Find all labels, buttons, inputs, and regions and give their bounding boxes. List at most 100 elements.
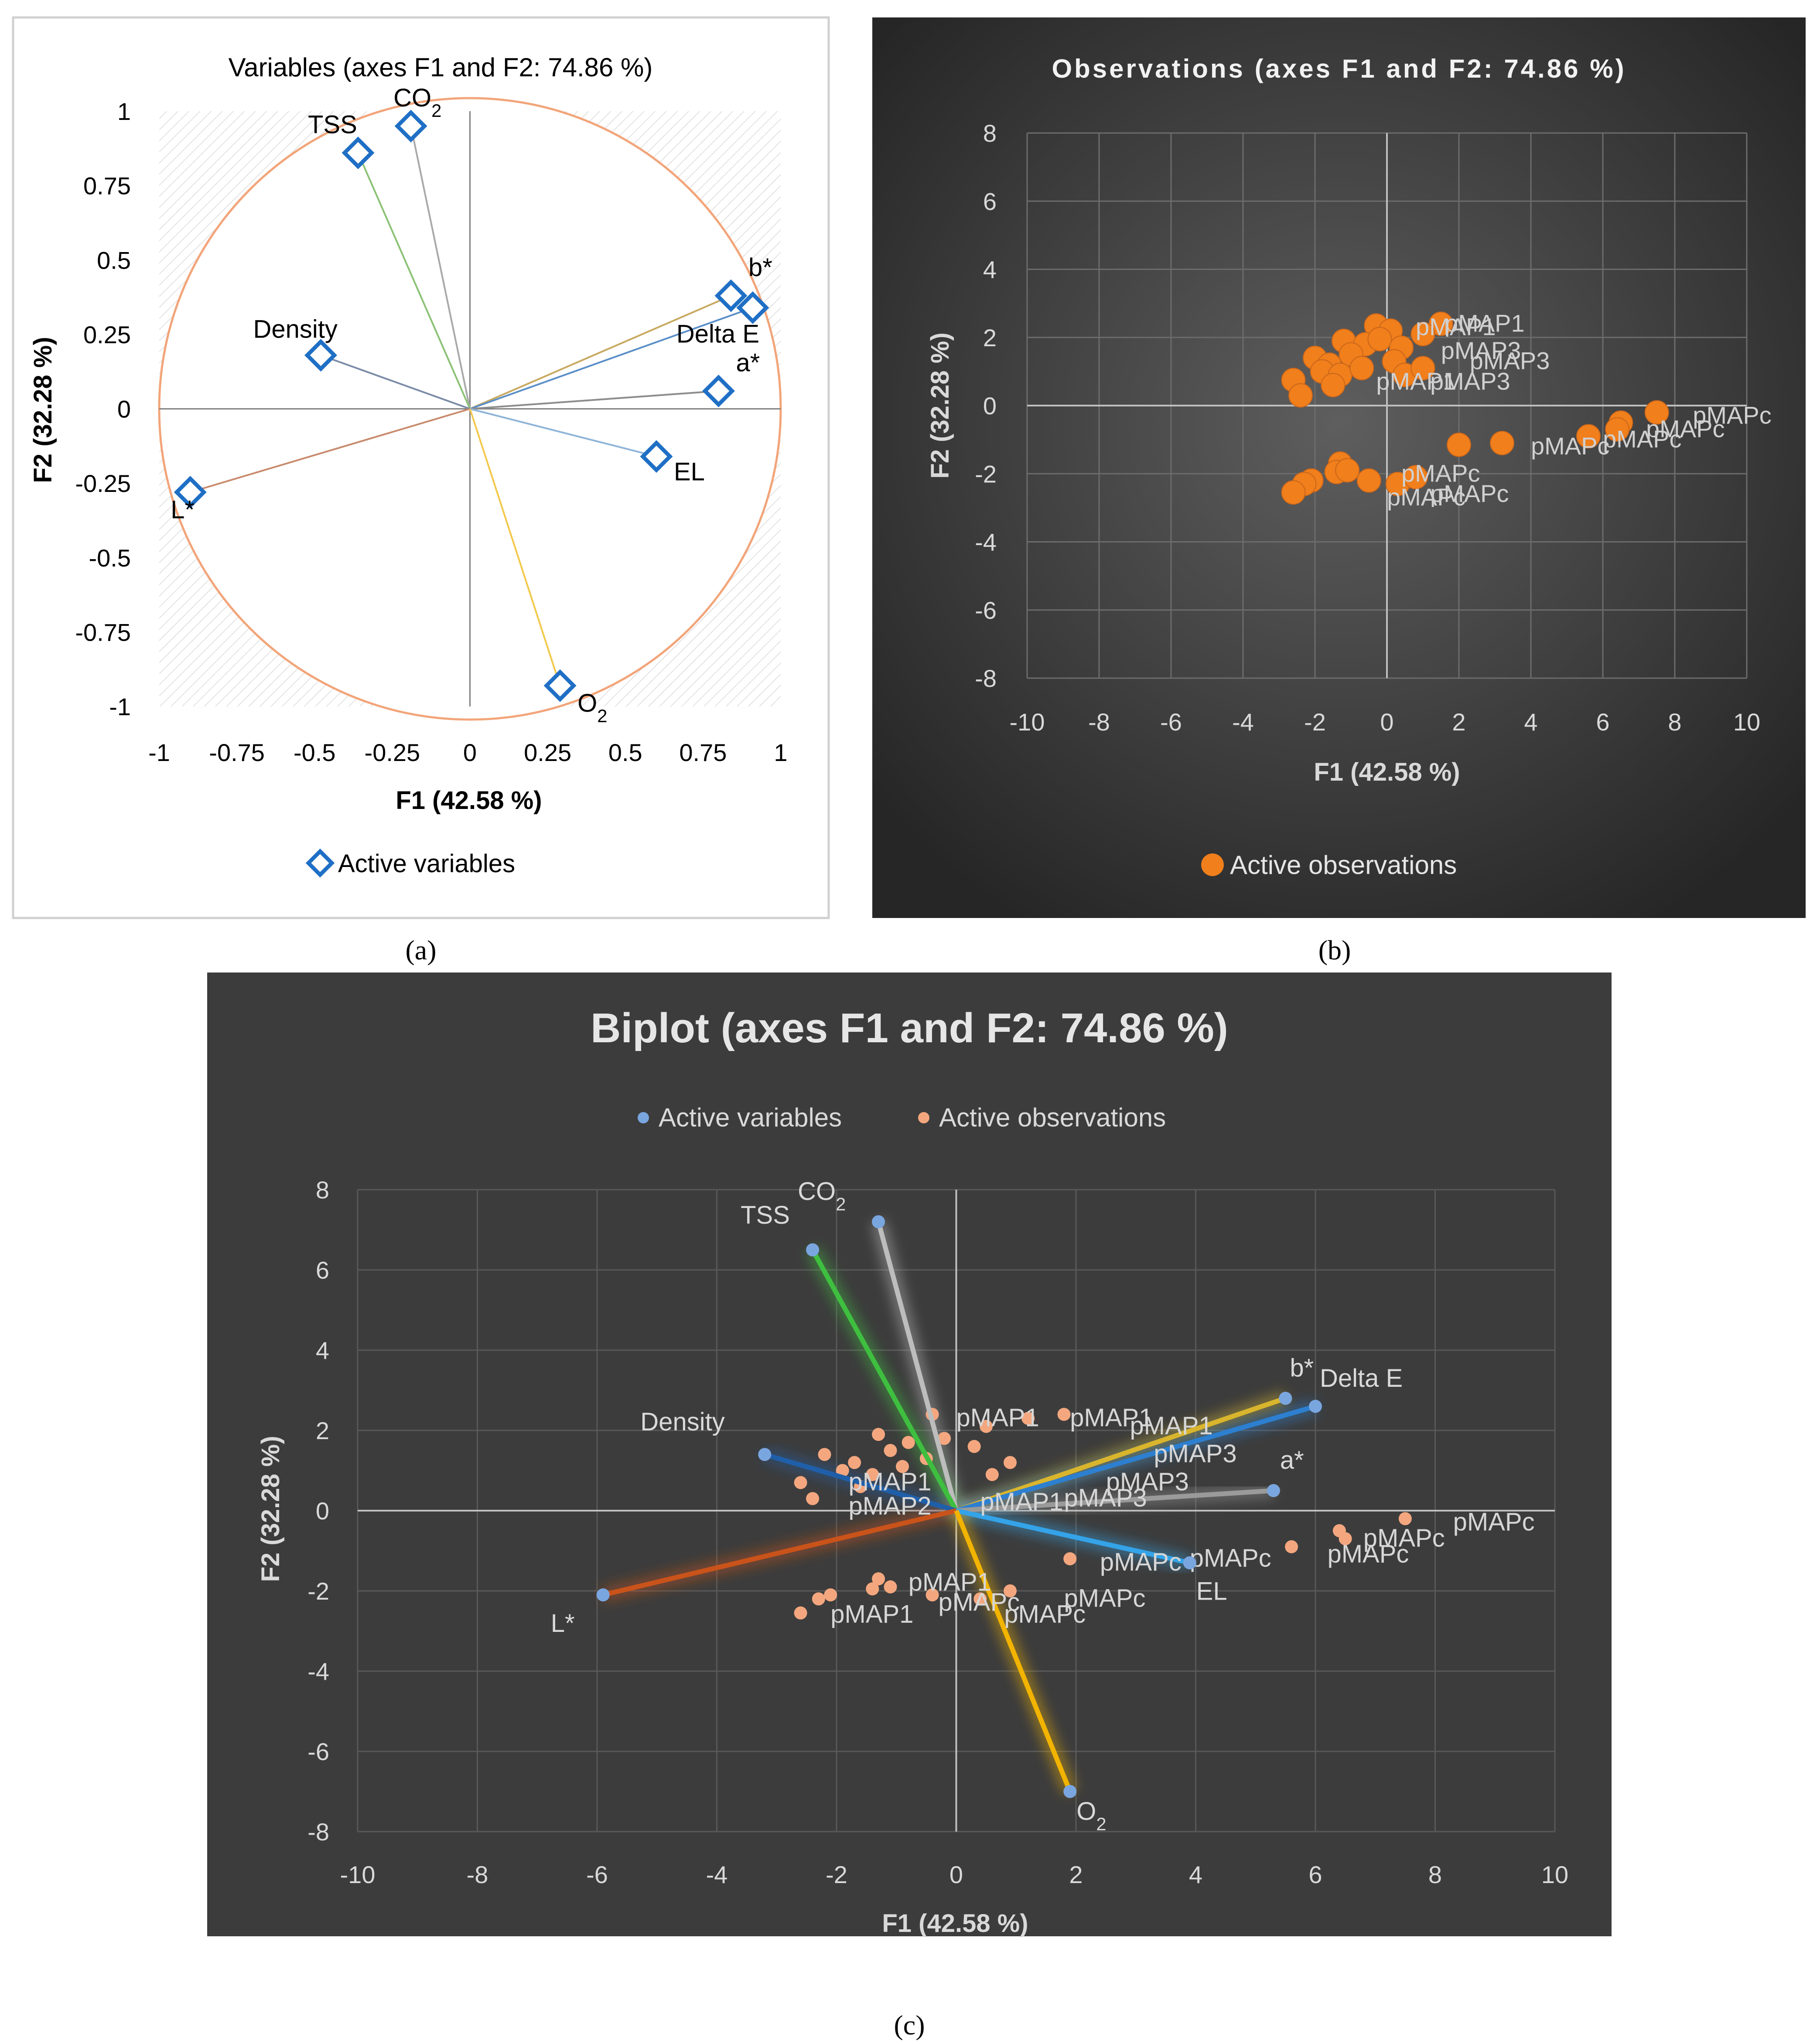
x-tick-label: -6 <box>586 1861 608 1888</box>
x-tick-label: 0.75 <box>679 739 727 766</box>
x-tick-label: 10 <box>1733 708 1760 736</box>
y-tick-label: -6 <box>975 597 997 624</box>
x-tick-label: -1 <box>148 739 170 766</box>
observation-point <box>1349 356 1374 381</box>
observation-point <box>895 1460 909 1473</box>
y-axis-title: F2 (32.28 %) <box>256 1436 285 1582</box>
observation-label: pMAPc <box>1531 432 1610 460</box>
variable-label: Density <box>253 315 338 344</box>
observation-label: pMAPc <box>1401 459 1480 487</box>
variable-vector <box>956 1508 1190 1565</box>
y-tick-label: 2 <box>983 324 997 351</box>
observation-point <box>1644 400 1669 425</box>
observation-point <box>1063 1552 1077 1566</box>
observation-label: pMAP1 <box>908 1568 991 1597</box>
observation-point <box>985 1468 999 1481</box>
variable-label: TSS <box>308 111 357 139</box>
x-tick-label: -0.75 <box>209 739 265 766</box>
observation-point <box>980 1420 993 1433</box>
y-tick-label: 0 <box>983 392 997 420</box>
y-axis-title: F2 (32.28 %) <box>29 337 57 483</box>
x-tick-label: 2 <box>1452 708 1465 736</box>
x-tick-label: 2 <box>1069 1861 1083 1888</box>
observation-point <box>872 1428 885 1441</box>
observation-point <box>848 1456 861 1469</box>
observation-label: pMAP3 <box>1064 1484 1147 1512</box>
loading-vector <box>470 408 657 457</box>
variable-marker <box>394 109 427 143</box>
panel-label-b: (b) <box>1318 935 1351 966</box>
observation-point <box>1605 417 1629 442</box>
legend-marker <box>1201 853 1224 876</box>
variable-label: b* <box>1290 1354 1314 1382</box>
observation-label: pMAPc <box>1064 1584 1146 1612</box>
variable-marker <box>714 279 748 312</box>
y-tick-label: -4 <box>975 529 997 556</box>
y-tick-label: -4 <box>307 1658 329 1685</box>
observation-point <box>884 1444 897 1457</box>
variable-vector <box>956 1488 1274 1513</box>
observation-point <box>1288 383 1313 408</box>
x-tick-label: -4 <box>1232 708 1254 736</box>
x-tick-label: 0.5 <box>608 739 642 766</box>
observation-point <box>812 1592 825 1606</box>
y-tick-label: -0.75 <box>75 618 131 646</box>
observation-label: pMAP1 <box>830 1600 913 1628</box>
variable-label: a* <box>736 349 760 377</box>
variable-label: Delta E <box>676 320 759 348</box>
observation-label: pMAPc <box>938 1588 1020 1617</box>
observation-point <box>794 1606 807 1620</box>
observation-label: pMAPc <box>1387 483 1466 511</box>
x-tick-label: 6 <box>1308 1861 1322 1888</box>
loading-vector <box>469 408 561 686</box>
variable-vector <box>876 1221 959 1512</box>
observation-label: pMAPc <box>1603 425 1682 453</box>
y-tick-label: 0 <box>316 1497 329 1525</box>
x-tick-label: 1 <box>774 739 787 766</box>
x-tick-label: -8 <box>1088 708 1110 736</box>
variable-endpoint <box>872 1215 885 1228</box>
observation-point <box>1339 1532 1352 1546</box>
x-tick-label: 6 <box>1596 708 1609 736</box>
observation-label: pMAP3 <box>1154 1440 1236 1468</box>
loading-vector <box>190 408 471 493</box>
variable-label: O2 <box>577 689 607 726</box>
variable-vector <box>955 1396 1287 1513</box>
observation-point <box>794 1476 807 1489</box>
x-tick-label: -6 <box>1160 708 1182 736</box>
observation-point <box>902 1436 915 1449</box>
variable-marker <box>543 669 577 702</box>
variable-endpoint <box>758 1448 772 1461</box>
observation-point <box>1398 1512 1412 1525</box>
variable-endpoint <box>1279 1392 1292 1405</box>
variable-endpoint <box>1183 1556 1196 1570</box>
loading-vector <box>320 354 471 410</box>
x-tick-label: 0 <box>949 1861 963 1888</box>
legend-marker-observations <box>918 1112 929 1123</box>
x-tick-label: 10 <box>1541 1861 1568 1888</box>
x-tick-label: -0.5 <box>294 739 336 766</box>
chart-title: Observations (axes F1 and F2: 74.86 %) <box>1052 54 1626 83</box>
observation-point <box>836 1464 849 1477</box>
x-tick-label: -0.25 <box>365 739 420 766</box>
loading-vector <box>357 152 471 409</box>
x-tick-label: -10 <box>340 1861 376 1888</box>
y-tick-label: -0.5 <box>89 544 131 572</box>
y-tick-label: 0 <box>117 396 131 423</box>
chart-title: Biplot (axes F1 and F2: 74.86 %) <box>591 1005 1228 1051</box>
y-tick-label: -8 <box>975 665 997 692</box>
variable-vector <box>954 1509 1072 1793</box>
x-tick-label: 0 <box>463 739 477 766</box>
observation-point <box>1447 432 1471 457</box>
observation-label: pMAPc <box>1190 1544 1271 1572</box>
y-axis-title: F2 (32.28 %) <box>926 332 954 478</box>
y-tick-label: -2 <box>307 1577 329 1605</box>
x-tick-label: -2 <box>1304 708 1326 736</box>
chart-title: Variables (axes F1 and F2: 74.86 %) <box>229 53 653 82</box>
y-tick-label: 1 <box>117 98 131 125</box>
variable-label: CO2 <box>798 1177 846 1215</box>
observation-point <box>1367 327 1392 351</box>
y-tick-label: 2 <box>316 1417 329 1444</box>
observation-label: pMAP1 <box>848 1468 931 1496</box>
